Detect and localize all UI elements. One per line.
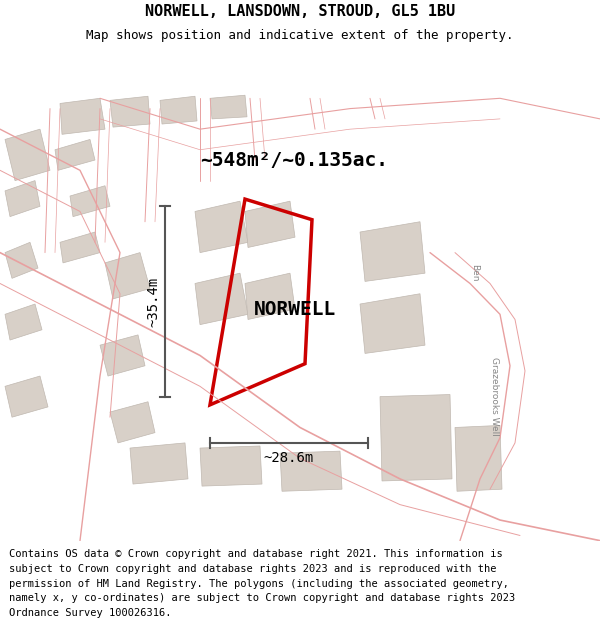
- Polygon shape: [210, 95, 247, 119]
- Polygon shape: [60, 98, 105, 134]
- Polygon shape: [5, 304, 42, 340]
- Text: Ordnance Survey 100026316.: Ordnance Survey 100026316.: [9, 608, 172, 618]
- Polygon shape: [5, 181, 40, 217]
- Polygon shape: [200, 446, 262, 486]
- Polygon shape: [5, 242, 38, 278]
- Polygon shape: [245, 273, 295, 319]
- Text: Map shows position and indicative extent of the property.: Map shows position and indicative extent…: [86, 29, 514, 42]
- Text: subject to Crown copyright and database rights 2023 and is reproduced with the: subject to Crown copyright and database …: [9, 564, 497, 574]
- Text: ~28.6m: ~28.6m: [264, 451, 314, 466]
- Polygon shape: [160, 96, 197, 124]
- Polygon shape: [110, 96, 150, 127]
- Polygon shape: [455, 426, 502, 491]
- Text: ~35.4m: ~35.4m: [146, 276, 160, 327]
- Polygon shape: [380, 394, 452, 481]
- Polygon shape: [280, 451, 342, 491]
- Text: NORWELL: NORWELL: [254, 299, 336, 319]
- Polygon shape: [100, 335, 145, 376]
- Polygon shape: [195, 273, 248, 324]
- Polygon shape: [245, 201, 295, 248]
- Polygon shape: [110, 402, 155, 443]
- Text: Contains OS data © Crown copyright and database right 2021. This information is: Contains OS data © Crown copyright and d…: [9, 549, 503, 559]
- Polygon shape: [105, 253, 150, 299]
- Polygon shape: [360, 294, 425, 353]
- Text: Grazebrooks Well: Grazebrooks Well: [491, 357, 499, 436]
- Polygon shape: [5, 129, 50, 181]
- Text: namely x, y co-ordinates) are subject to Crown copyright and database rights 202: namely x, y co-ordinates) are subject to…: [9, 593, 515, 603]
- Polygon shape: [360, 222, 425, 281]
- Polygon shape: [130, 443, 188, 484]
- Text: Ben: Ben: [470, 264, 479, 282]
- Polygon shape: [55, 139, 95, 170]
- Text: ~548m²/~0.135ac.: ~548m²/~0.135ac.: [200, 151, 388, 169]
- Polygon shape: [70, 186, 110, 217]
- Polygon shape: [195, 201, 248, 252]
- Polygon shape: [5, 376, 48, 418]
- Text: permission of HM Land Registry. The polygons (including the associated geometry,: permission of HM Land Registry. The poly…: [9, 579, 509, 589]
- Text: NORWELL, LANSDOWN, STROUD, GL5 1BU: NORWELL, LANSDOWN, STROUD, GL5 1BU: [145, 4, 455, 19]
- Polygon shape: [60, 232, 100, 263]
